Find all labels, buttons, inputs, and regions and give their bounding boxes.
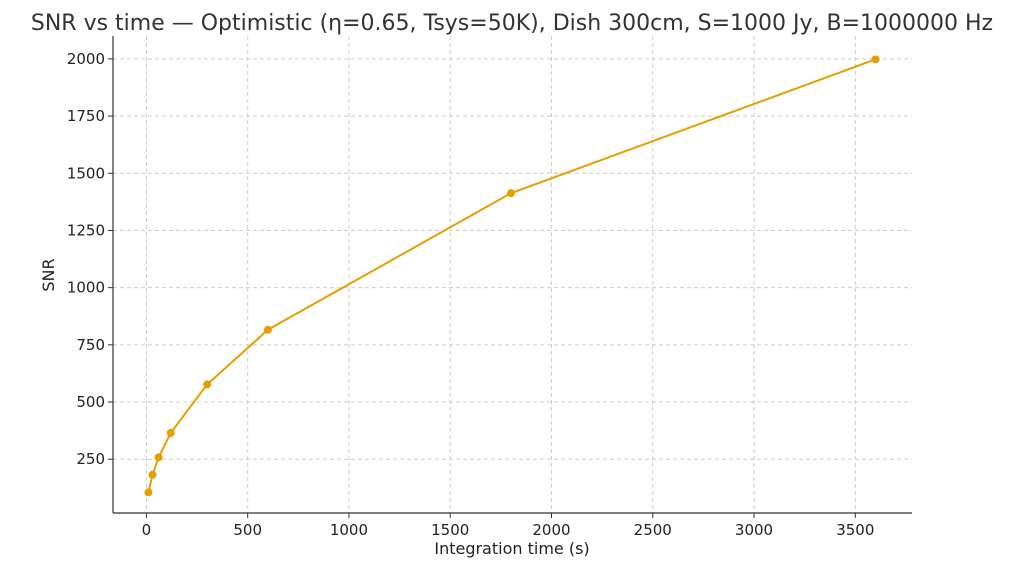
data-point	[203, 380, 212, 389]
y-tick-label: 1750	[67, 107, 105, 125]
y-tick-label: 1000	[67, 279, 105, 297]
series-layer	[144, 55, 880, 497]
y-tick-label: 750	[76, 336, 105, 354]
x-axis-label: Integration time (s)	[434, 539, 589, 558]
data-point	[148, 470, 157, 479]
x-tick-label: 3500	[836, 521, 874, 539]
y-tick-label: 1500	[67, 164, 105, 182]
x-tick-label: 2500	[634, 521, 672, 539]
data-point	[166, 428, 175, 437]
grid-layer	[113, 36, 912, 513]
data-point	[263, 325, 272, 334]
x-tick-label: 1500	[431, 521, 469, 539]
data-point	[144, 488, 153, 497]
series-line	[147, 58, 876, 493]
ticks-layer: 0 500 1000 1500 2000 2500 3000 3500 250 500 750 100…	[67, 50, 875, 539]
y-axis-label: SNR	[39, 258, 58, 291]
x-tick-label: 3000	[735, 521, 773, 539]
x-tick-label: 1000	[330, 521, 368, 539]
axes-layer	[112, 36, 912, 514]
chart-title: SNR vs time — Optimistic (η=0.65, Tsys=5…	[31, 11, 993, 36]
y-tick-label: 1250	[67, 221, 105, 239]
data-point	[871, 55, 880, 64]
data-point	[154, 453, 163, 462]
y-tick-label: 250	[76, 450, 105, 468]
x-tick-label: 500	[233, 521, 262, 539]
y-tick-label: 500	[76, 393, 105, 411]
data-point	[506, 189, 515, 198]
x-tick-label: 0	[142, 521, 152, 539]
y-tick-label: 2000	[67, 50, 105, 68]
x-tick-label: 2000	[532, 521, 570, 539]
